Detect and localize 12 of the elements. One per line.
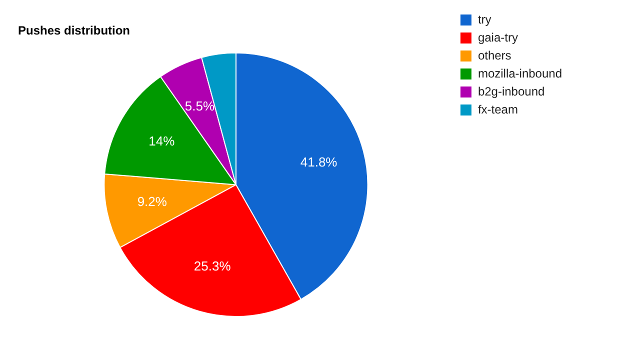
legend-label: others [478,48,512,62]
legend-label: mozilla-inbound [478,66,562,80]
legend-label: try [478,12,492,26]
data-label: 9.2% [137,194,168,209]
legend-label: fx-team [478,102,518,116]
data-label: 14% [148,134,176,149]
legend-label: gaia-try [478,30,518,44]
data-label: 5.5% [184,98,215,114]
legend-label: b2g-inbound [478,84,545,98]
text: Pushes distribution [18,24,130,38]
data-label: 41.8% [300,154,338,170]
data-label: 25.3% [194,258,232,274]
